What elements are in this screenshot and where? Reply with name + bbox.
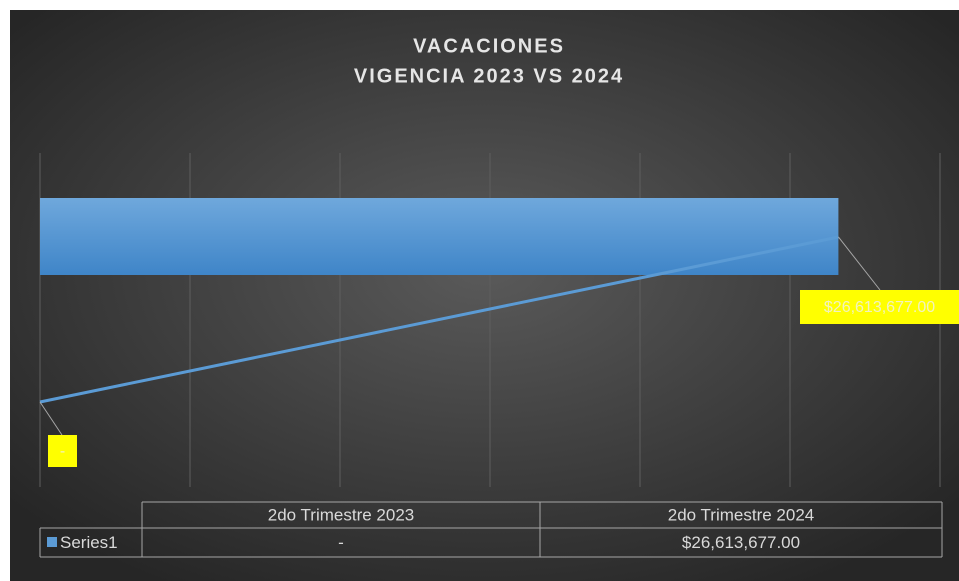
data-label-box	[48, 435, 77, 467]
chart-subtitle: VIGENCIA 2023 VS 2024	[354, 65, 624, 87]
legend-swatch	[47, 537, 57, 547]
bar	[40, 198, 839, 275]
leader-line	[39, 401, 63, 436]
chart-title: VACACIONES	[413, 35, 565, 57]
table-header: 2do Trimestre 2024	[668, 505, 814, 524]
line	[39, 235, 839, 404]
legend-label: Series1	[60, 533, 118, 552]
table-cell: $26,613,677.00	[682, 533, 800, 552]
data-label: $26,613,677.00	[824, 299, 935, 316]
table-header: 2do Trimestre 2023	[268, 505, 414, 524]
table-cell: -	[338, 533, 344, 552]
leader-line	[838, 236, 881, 291]
data-label: -	[60, 443, 65, 460]
data-label-box	[800, 290, 959, 324]
